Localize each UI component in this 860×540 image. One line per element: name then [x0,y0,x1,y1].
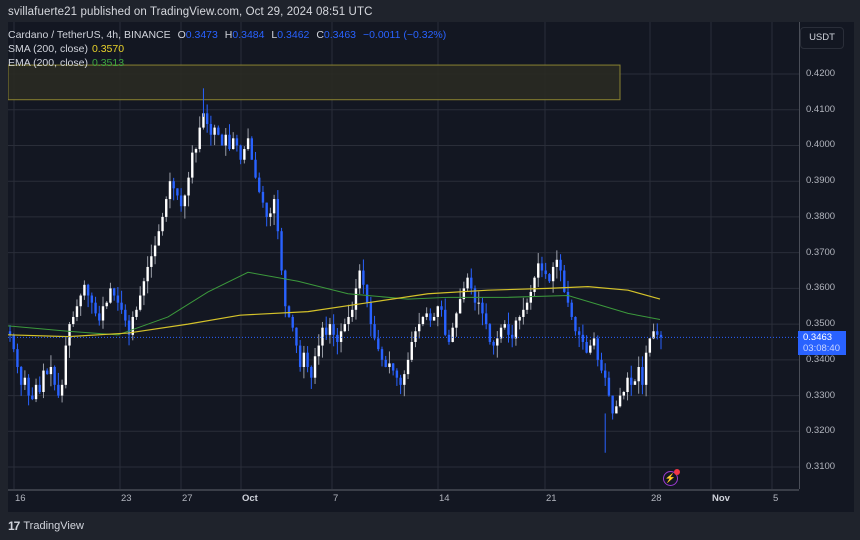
time-tick: 16 [15,493,26,504]
lightning-alert-icon[interactable]: ⚡ [663,469,680,486]
publish-info: svillafuerte21 published on TradingView.… [8,6,373,18]
time-axis[interactable] [8,489,799,514]
ema-legend[interactable]: EMA (200, close) 0.3513 [8,57,124,69]
time-tick: 27 [182,493,193,504]
price-tick: 0.3500 [806,318,836,330]
price-tick: 0.3400 [806,353,836,365]
price-tick: 0.3800 [806,210,836,222]
low-value: 0.3462 [277,29,310,41]
brand-name: TradingView [23,520,84,532]
open-label: O [177,29,186,41]
price-tick: 0.3100 [806,461,836,473]
close-value: 0.3463 [323,29,357,41]
price-tick: 0.3700 [806,246,836,258]
symbol-title: Cardano / TetherUS, 4h, BINANCE [8,29,171,41]
high-label: H [224,29,233,41]
price-tick: 0.4100 [806,103,836,115]
price-tick: 0.4200 [806,68,836,79]
currency-button[interactable]: USDT [800,27,844,49]
ema-label: EMA (200, close) [8,57,88,69]
time-tick: 7 [333,493,339,504]
price-pane[interactable] [8,22,799,489]
sma-legend[interactable]: SMA (200, close) 0.3570 [8,43,124,55]
time-tick: Oct [242,493,258,504]
close-label: C [316,29,324,41]
tradingview-logo-icon: 17 [8,519,20,533]
time-tick: 14 [439,493,450,504]
price-tick: 0.3200 [806,425,836,437]
time-tick: 23 [121,493,132,504]
ema-value: 0.3513 [91,57,125,69]
last-price-tag: 0.3463 03:08:40 [798,331,846,356]
bar-countdown: 03:08:40 [803,343,840,355]
sma-label: SMA (200, close) [8,43,88,55]
time-tick: Nov [712,493,730,504]
symbol-legend[interactable]: Cardano / TetherUS, 4h, BINANCE O0.3473 … [8,29,446,41]
low-label: L [271,29,278,41]
price-axis[interactable] [799,22,855,489]
price-tick: 0.3300 [806,389,836,401]
high-value: 0.3484 [232,29,265,41]
price-tick: 0.3600 [806,282,836,294]
sma-value: 0.3570 [91,43,125,55]
notification-dot [674,469,680,475]
time-tick: 28 [651,493,662,504]
time-tick: 21 [546,493,557,504]
last-price-value: 0.3463 [803,332,833,344]
price-tick: 0.3900 [806,175,836,187]
price-tick: 0.4000 [806,139,836,151]
open-value: 0.3473 [185,29,218,41]
change-value: −0.0011 (−0.32%) [362,29,447,41]
tradingview-brand[interactable]: 17 TradingView [8,519,84,533]
time-tick: 5 [773,493,779,504]
chart-frame[interactable] [8,22,854,512]
candlestick-chart[interactable] [8,22,799,489]
